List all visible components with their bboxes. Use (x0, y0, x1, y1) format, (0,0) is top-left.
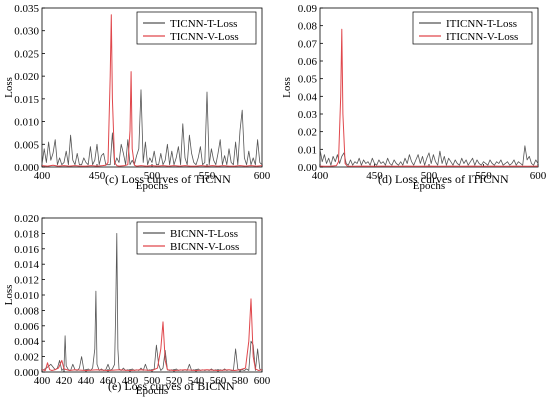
chart-panel-2: 0.00 0.01 0.02 0.03 0.04 0.05 0.06 0.07 0.08 0.09… (281, 3, 547, 192)
y-tick-label: 0.08 (298, 21, 318, 33)
x-tick-label: 600 (530, 170, 547, 182)
legend-entry: ITICNN-V-Loss (446, 31, 518, 43)
y-tick-label: 0.00 (298, 162, 318, 174)
x-tick-label: 520 (166, 375, 183, 387)
y-tick-label: 0.010 (14, 117, 39, 129)
chart-caption: (e) Loss curves of BICNN (108, 379, 235, 393)
x-tick-label: 500 (421, 170, 438, 182)
y-tick-label: 0.035 (14, 3, 39, 15)
legend-box (412, 11, 533, 45)
x-tick-label: 540 (188, 375, 205, 387)
series-line-2 (41, 14, 263, 167)
series-line-2 (41, 298, 263, 371)
legend-entry: ITICNN-T-Loss (446, 18, 517, 30)
x-tick-label: 560 (210, 375, 227, 387)
x-tick-label: 500 (144, 375, 161, 387)
x-axis-label: Epochs (413, 180, 445, 192)
y-tick-label: 0.02 (298, 127, 317, 139)
legend-entry: BICNN-V-Loss (170, 241, 239, 253)
y-tick-label: 0.025 (14, 48, 39, 60)
legend-box (136, 11, 257, 45)
y-tick-label: 0.015 (14, 94, 39, 106)
y-tick-label: 0.005 (14, 139, 39, 151)
chart-panel-3: 0.000 0.002 0.004 0.006 0.008 0.010 0.012 0.014… (3, 213, 271, 397)
y-tick-label: 0.008 (14, 305, 39, 317)
x-tick-label: 580 (232, 375, 249, 387)
x-tick-label: 450 (366, 170, 383, 182)
y-tick-label: 0.006 (14, 321, 39, 333)
x-tick-label: 480 (122, 375, 139, 387)
x-tick-label: 550 (199, 170, 216, 182)
x-tick-label: 600 (254, 170, 271, 182)
x-axis-label: Epochs (136, 385, 168, 397)
legend-entry: TICNN-T-Loss (170, 18, 237, 30)
x-tick-label: 400 (34, 375, 51, 387)
x-axis-label: Epochs (136, 180, 168, 192)
chart-caption: (c) Loss curves of TICNN (105, 172, 231, 186)
x-tick-label: 450 (89, 170, 106, 182)
y-tick-label: 0.05 (298, 74, 318, 86)
y-tick-label: 0.030 (14, 26, 39, 38)
y-tick-label: 0.020 (14, 213, 39, 225)
legend-entry: BICNN-T-Loss (170, 228, 238, 240)
x-tick-label: 420 (56, 375, 73, 387)
y-axis-label: Loss (3, 285, 15, 306)
y-tick-label: 0.07 (298, 38, 318, 50)
y-tick-label: 0.002 (14, 352, 39, 364)
y-tick-label: 0.020 (14, 71, 39, 83)
x-tick-label: 400 (34, 170, 51, 182)
y-tick-label: 0.03 (298, 109, 318, 121)
y-axis-label: Loss (281, 77, 293, 98)
x-tick-label: 500 (144, 170, 161, 182)
y-tick-label: 0.010 (14, 290, 39, 302)
y-tick-label: 0.06 (298, 56, 318, 68)
y-tick-label: 0.016 (14, 244, 39, 256)
y-axis-label: Loss (3, 77, 15, 98)
legend-box (136, 221, 257, 255)
chart-panel-1: 0.000 0.005 0.010 0.015 0.020 0.025 0.030 0.035… (3, 3, 271, 192)
legend-entry: TICNN-V-Loss (170, 31, 239, 43)
y-tick-label: 0.04 (298, 91, 318, 103)
series-line-2 (319, 28, 539, 167)
x-tick-label: 440 (78, 375, 95, 387)
y-tick-label: 0.000 (14, 162, 39, 174)
y-tick-label: 0.01 (298, 144, 317, 156)
y-tick-label: 0.018 (14, 228, 39, 240)
y-tick-label: 0.014 (14, 259, 39, 271)
x-tick-label: 550 (475, 170, 492, 182)
x-tick-label: 460 (100, 375, 117, 387)
y-tick-label: 0.000 (14, 367, 39, 379)
y-tick-label: 0.012 (14, 275, 39, 287)
y-tick-label: 0.09 (298, 3, 318, 15)
x-tick-label: 400 (312, 170, 329, 182)
chart-caption: (d) Loss curves of ITICNN (378, 172, 509, 186)
x-tick-label: 600 (254, 375, 271, 387)
y-tick-label: 0.004 (14, 336, 39, 348)
series-line-1 (319, 145, 539, 166)
series-line-1 (41, 89, 263, 166)
